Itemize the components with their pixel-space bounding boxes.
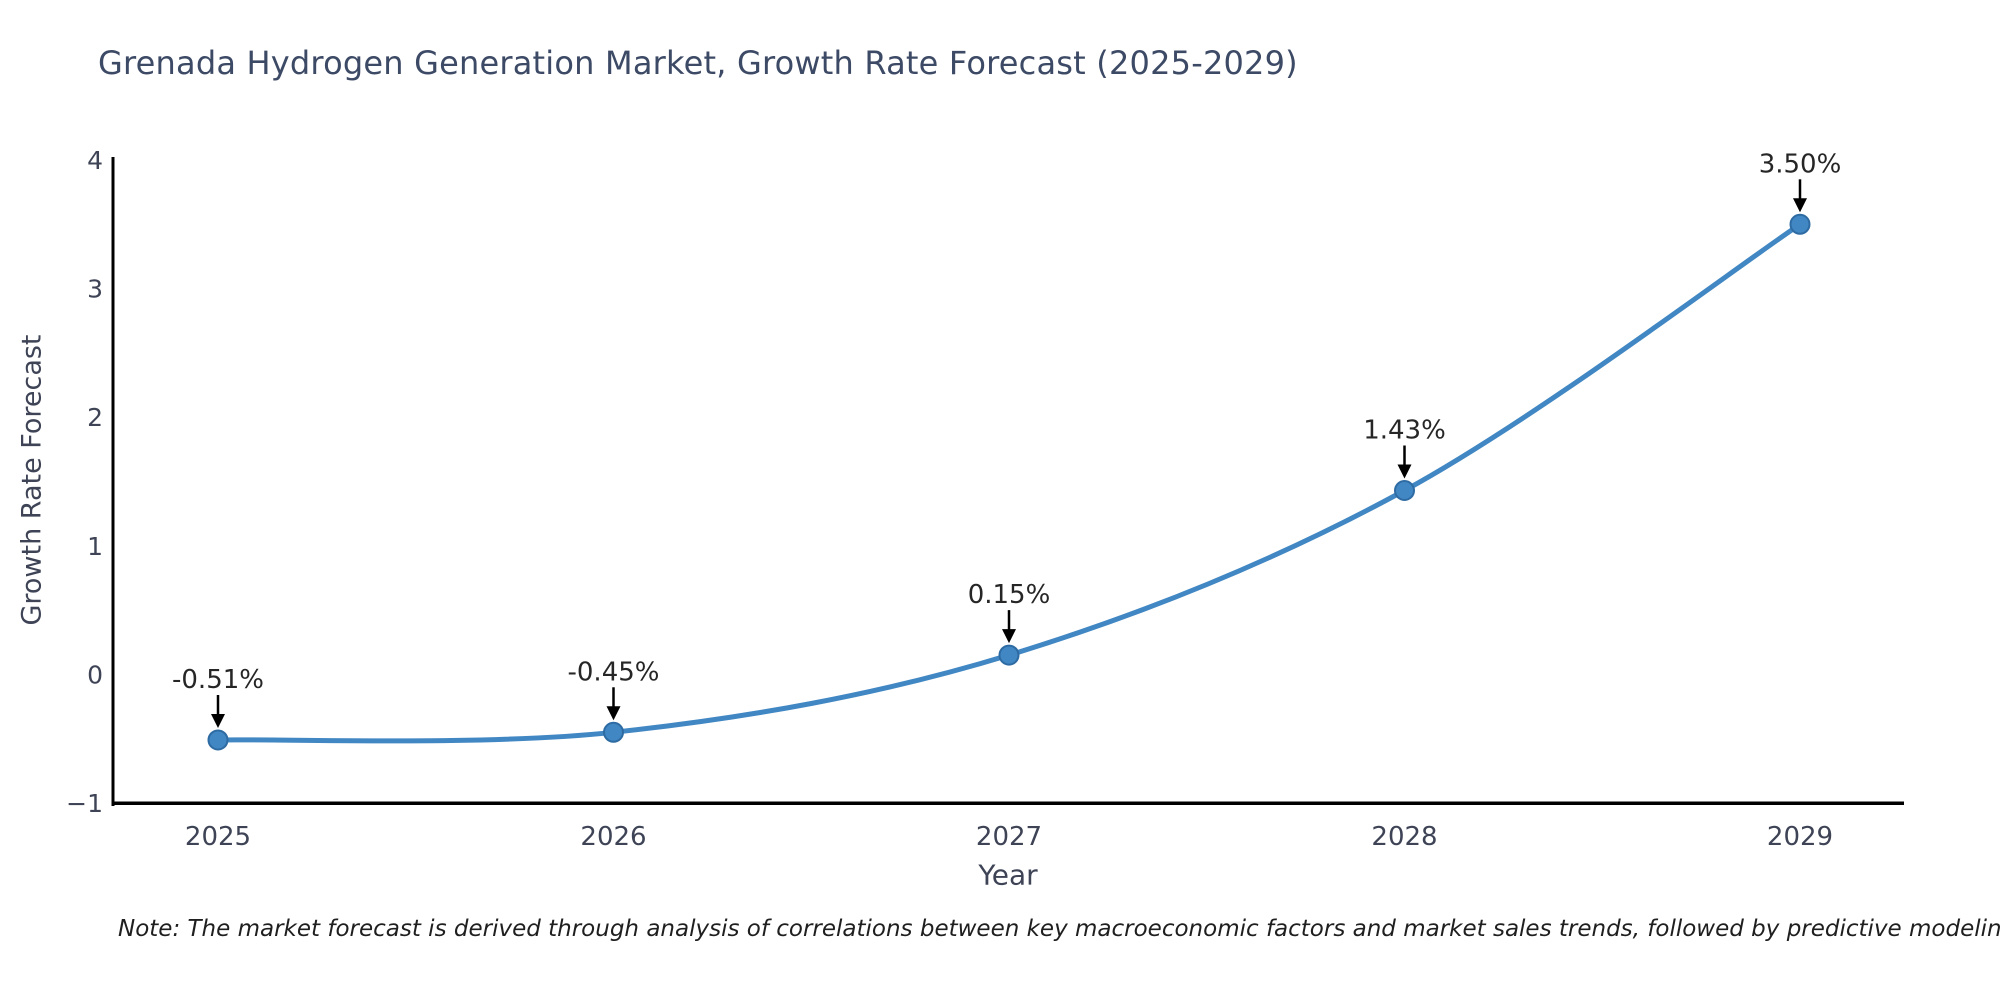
annotation-label: -0.45% — [568, 657, 660, 687]
x-axis-title: Year — [978, 858, 1038, 892]
data-point-marker — [603, 721, 624, 743]
y-tick-label: 2 — [87, 403, 103, 432]
y-tick-label: 3 — [87, 275, 103, 304]
y-tick-label: 1 — [87, 532, 103, 561]
x-tick-label: 2025 — [185, 822, 251, 852]
annotation-arrowhead — [1397, 464, 1412, 479]
x-axis-spine — [111, 801, 1904, 805]
annotation-arrowhead — [1002, 629, 1016, 644]
footnote: Note: The market forecast is derived thr… — [118, 916, 2000, 942]
annotation-arrowhead — [211, 713, 225, 728]
y-axis-spine — [111, 157, 115, 806]
x-tick-label: 2028 — [1371, 822, 1437, 852]
x-tick-label: 2026 — [580, 822, 646, 852]
x-tick-label: 2027 — [976, 822, 1042, 852]
y-tick-label: 0 — [87, 660, 103, 689]
x-tick-label: 2029 — [1767, 822, 1833, 852]
annotation-label: 3.50% — [1759, 149, 1842, 179]
y-tick-label: −1 — [66, 789, 103, 818]
annotation-label: 1.43% — [1363, 416, 1446, 446]
annotation-label: -0.51% — [172, 665, 264, 695]
data-point-marker — [1789, 213, 1811, 235]
annotation-arrowhead — [606, 706, 621, 721]
annotation-label: 0.15% — [968, 580, 1051, 610]
data-point-marker — [207, 729, 229, 751]
y-tick-label: 4 — [87, 146, 103, 175]
data-point-marker — [998, 644, 1020, 666]
annotation-arrowhead — [1793, 198, 1807, 213]
data-point-marker — [1394, 480, 1415, 502]
chart-title: Grenada Hydrogen Generation Market, Grow… — [98, 44, 1298, 82]
